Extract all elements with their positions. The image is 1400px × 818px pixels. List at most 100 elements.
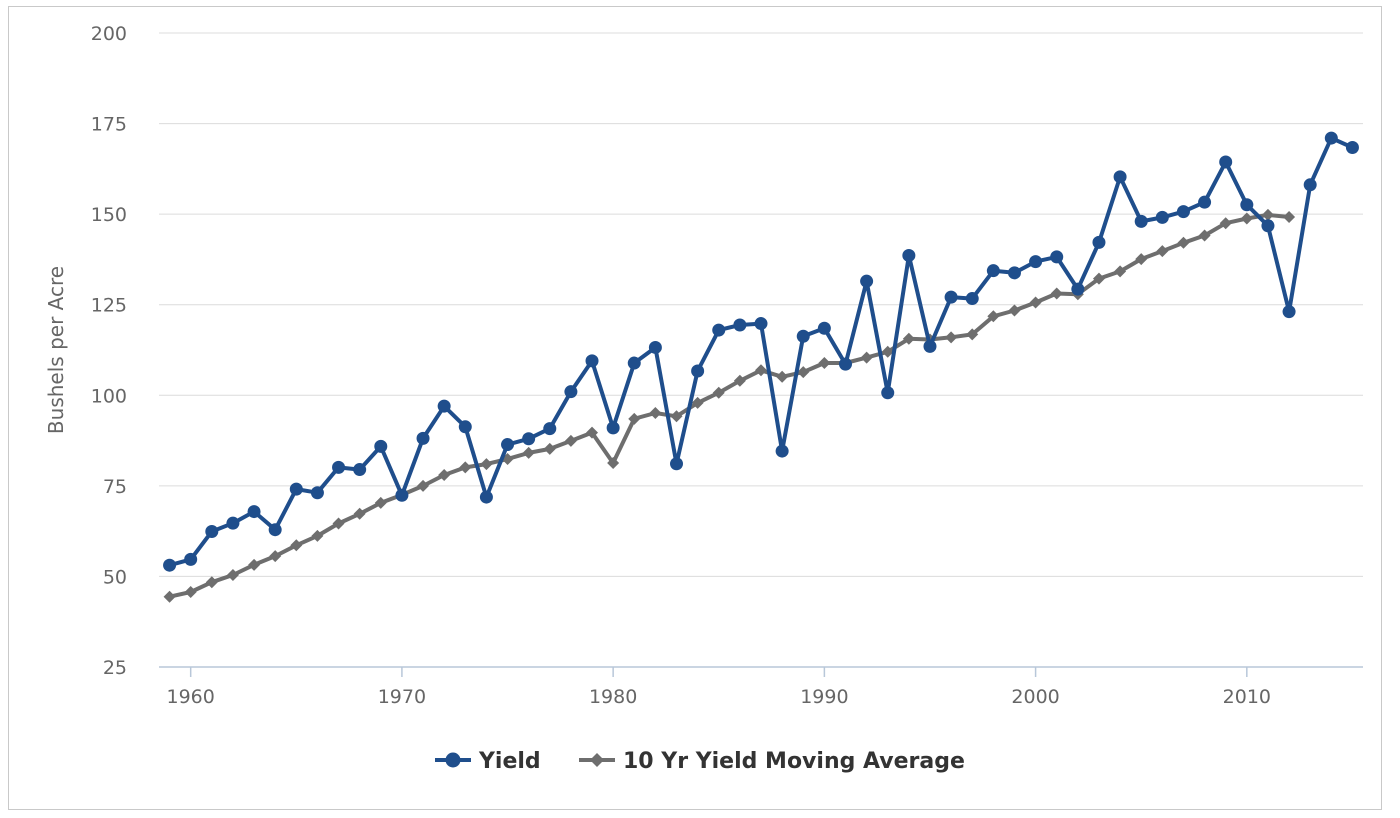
point-moving-average-1977	[543, 442, 556, 455]
point-yield-1994	[902, 248, 916, 262]
point-yield-1993	[881, 386, 895, 400]
x-tick-label-2010: 2010	[1223, 686, 1271, 708]
x-tick-label-1960: 1960	[167, 686, 215, 708]
point-moving-average-1987	[755, 364, 767, 377]
point-moving-average-1978	[564, 434, 577, 447]
point-moving-average-1984	[691, 396, 704, 409]
legend-marker-yield	[445, 752, 461, 768]
point-yield-2006	[1155, 210, 1169, 224]
point-yield-2009	[1219, 155, 1233, 169]
y-axis-title: Bushels per Acre	[44, 266, 68, 434]
point-yield-1974	[479, 490, 493, 504]
point-moving-average-1979	[586, 426, 599, 439]
point-yield-2011	[1261, 219, 1275, 233]
point-moving-average-2012	[1283, 211, 1296, 224]
point-moving-average-1980	[607, 457, 620, 470]
series-moving-average	[163, 208, 1296, 603]
point-yield-1976	[522, 432, 536, 446]
legend-label-yield: Yield	[478, 749, 541, 774]
point-moving-average-1976	[522, 446, 535, 459]
point-moving-average-2005	[1135, 253, 1148, 266]
chart-frame: 25 50 75 100 125 150 175 200 1960 1970 1980 1990 20…	[8, 6, 1382, 810]
point-yield-1983	[670, 457, 684, 471]
point-moving-average-1986	[733, 374, 746, 387]
point-yield-1977	[543, 422, 557, 436]
point-yield-2001	[1050, 250, 1064, 264]
legend-marker-moving-average	[590, 753, 604, 767]
point-moving-average-1972	[438, 468, 451, 481]
point-yield-1985	[712, 323, 726, 337]
legend-item-yield: Yield	[435, 749, 541, 774]
point-moving-average-1963	[248, 558, 261, 571]
point-moving-average-1996	[945, 331, 958, 344]
y-tick-label-125: 125	[91, 295, 127, 317]
point-yield-2004	[1113, 170, 1127, 184]
point-yield-1991	[838, 357, 852, 371]
point-moving-average-1999	[1008, 304, 1021, 317]
point-yield-1990	[817, 321, 831, 335]
point-moving-average-1985	[712, 386, 725, 399]
point-moving-average-1967	[332, 517, 345, 530]
point-moving-average-1971	[417, 479, 430, 492]
point-yield-1963	[247, 505, 261, 519]
point-yield-1959	[163, 558, 177, 572]
point-yield-1981	[627, 356, 641, 370]
point-moving-average-1974	[480, 458, 493, 471]
y-tick-label-150: 150	[91, 204, 127, 226]
point-moving-average-1973	[459, 461, 472, 474]
point-yield-1987	[754, 317, 768, 331]
point-moving-average-1997	[966, 328, 979, 341]
point-yield-1965	[289, 482, 303, 496]
point-yield-1979	[585, 354, 599, 368]
point-yield-1999	[1007, 266, 1021, 280]
series-layer	[163, 131, 1359, 603]
point-moving-average-2001	[1050, 287, 1063, 300]
point-moving-average-2000	[1029, 296, 1042, 309]
point-yield-1982	[648, 340, 662, 354]
point-yield-1964	[268, 523, 282, 537]
series-yield	[163, 131, 1359, 572]
point-moving-average-1998	[987, 310, 1000, 323]
point-yield-1961	[205, 525, 219, 539]
point-yield-2000	[1029, 255, 1043, 269]
point-yield-2015	[1345, 140, 1359, 154]
point-moving-average-1965	[290, 539, 303, 552]
point-yield-2008	[1198, 195, 1212, 209]
point-moving-average-2003	[1092, 272, 1105, 285]
point-yield-1960	[184, 552, 198, 566]
series-line-yield	[169, 136, 1354, 568]
x-axis: 1960 1970 1980 1990 2000 2010	[159, 666, 1363, 708]
point-moving-average-1961	[205, 576, 218, 589]
point-moving-average-1964	[269, 550, 282, 563]
point-moving-average-2004	[1114, 265, 1127, 278]
point-moving-average-2009	[1219, 217, 1232, 230]
yield-line-chart: 25 50 75 100 125 150 175 200 1960 1970 1980 1990 20…	[44, 23, 1363, 774]
point-yield-1978	[564, 385, 578, 399]
point-yield-1972	[437, 399, 451, 413]
point-moving-average-2008	[1198, 229, 1211, 242]
point-moving-average-1992	[860, 351, 873, 364]
point-moving-average-2010	[1240, 212, 1253, 225]
point-yield-2010	[1240, 198, 1254, 212]
point-moving-average-1990	[818, 357, 831, 370]
point-yield-1970	[395, 488, 409, 502]
point-moving-average-2007	[1177, 236, 1190, 249]
point-yield-2013	[1303, 178, 1317, 192]
point-yield-1967	[332, 460, 346, 474]
y-tick-label-50: 50	[103, 566, 127, 588]
point-moving-average-1982	[649, 407, 662, 420]
point-yield-1986	[733, 318, 747, 332]
point-yield-1992	[860, 274, 874, 288]
point-moving-average-2011	[1261, 208, 1274, 221]
y-tick-label-25: 25	[103, 657, 127, 679]
legend-label-moving-average: 10 Yr Yield Moving Average	[623, 749, 965, 774]
x-tick-label-1990: 1990	[800, 686, 848, 708]
point-yield-2007	[1176, 205, 1190, 219]
point-yield-1975	[501, 438, 515, 452]
point-yield-1969	[374, 439, 388, 453]
point-yield-1995	[923, 339, 937, 353]
point-yield-1971	[416, 431, 430, 445]
point-yield-1980	[606, 421, 620, 435]
gridlines	[159, 32, 1363, 577]
point-moving-average-1962	[226, 568, 239, 581]
